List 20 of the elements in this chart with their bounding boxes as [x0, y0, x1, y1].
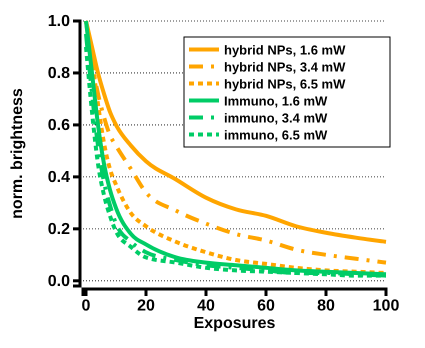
x-tick-label: 80	[317, 297, 335, 314]
x-tick-label: 60	[257, 297, 275, 314]
legend-label: hybrid NPs, 3.4 mW	[224, 60, 346, 74]
x-tick-label: 100	[372, 297, 400, 314]
y-tick-label: 0.0	[48, 272, 70, 290]
legend-label: immuno, 6.5 mW	[224, 128, 328, 142]
y-axis-title: norm. brightness	[9, 88, 26, 219]
legend-label: hybrid NPs, 1.6 mW	[224, 42, 346, 58]
y-tick-label: 0.4	[48, 169, 70, 186]
legend-label: Immuno, 1.6 mW	[224, 94, 328, 108]
x-tick-label: 20	[137, 297, 155, 314]
legend-label: immuno, 3.4 mW	[224, 110, 328, 126]
y-tick-label: 0.8	[48, 65, 70, 82]
y-tick-label: 0.2	[48, 220, 70, 238]
y-tick-label: 0.6	[48, 117, 70, 134]
legend-label: hybrid NPs, 6.5 mW	[224, 76, 346, 92]
x-tick-label: 40	[197, 297, 215, 314]
y-tick-label: 1.0	[48, 13, 70, 30]
x-axis-title: Exposures	[194, 315, 276, 332]
x-tick-label: 0	[82, 297, 91, 314]
